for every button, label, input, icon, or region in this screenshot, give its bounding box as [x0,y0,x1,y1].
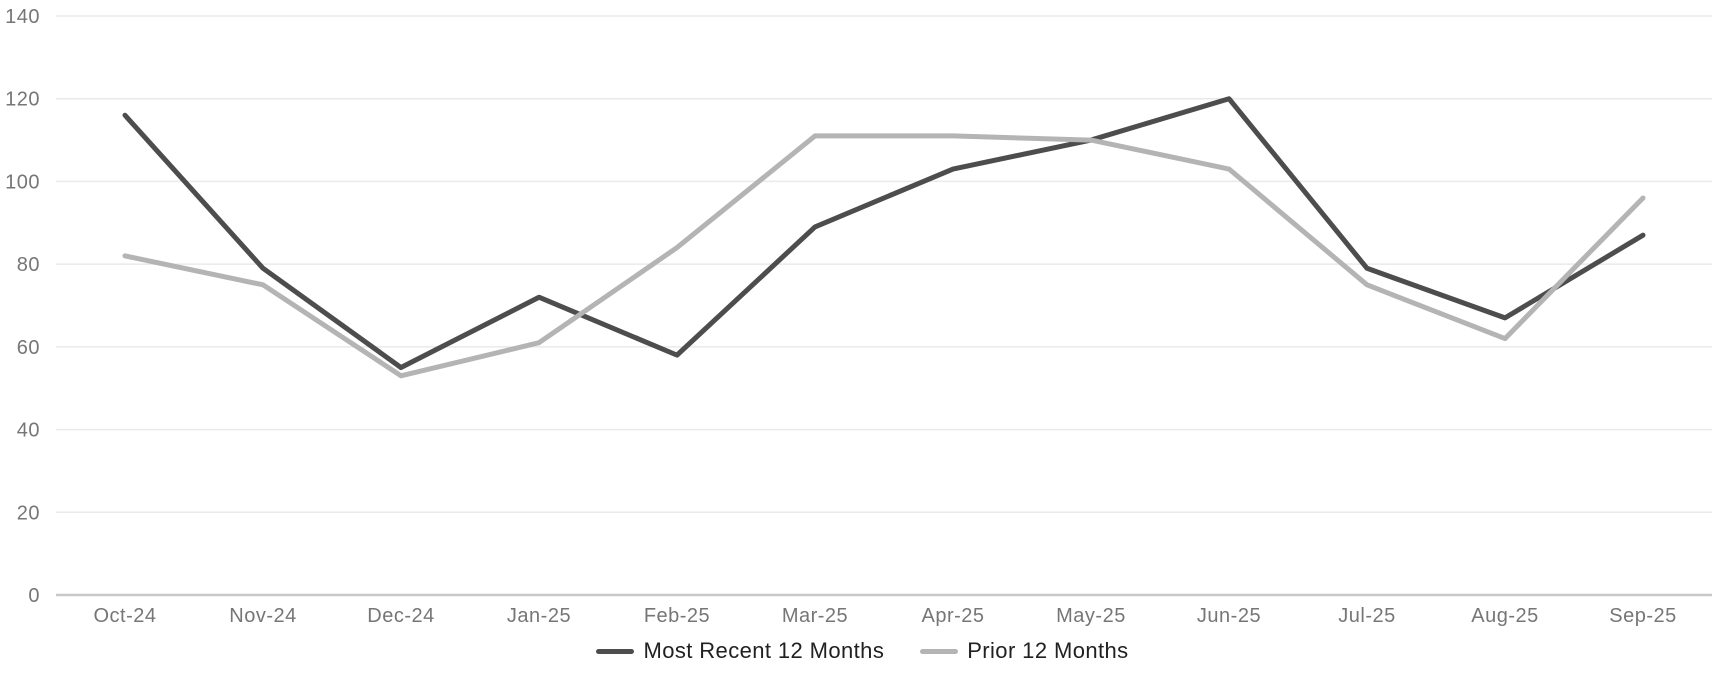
y-axis-tick-label: 0 [28,585,40,607]
series-line-prior-12-months [122,133,1646,379]
x-axis-tick-label: Mar-25 [782,605,848,627]
x-axis-tick-label: Jul-25 [1338,605,1395,627]
x-axis-tick-label: Aug-25 [1471,605,1539,627]
legend-label-most-recent: Most Recent 12 Months [643,638,885,663]
legend-line-swatch-prior [920,648,959,654]
x-axis-tick-label: Sep-25 [1609,605,1677,627]
legend-item-most-recent-12-months[interactable]: Most Recent 12 Months [596,638,884,664]
x-axis-tick-label: Jan-25 [507,605,571,627]
x-axis-tick-label: Jun-25 [1197,605,1261,627]
x-axis-tick-label: Nov-24 [229,605,296,627]
legend-item-prior-12-months[interactable]: Prior 12 Months [920,638,1128,664]
y-axis-tick-label: 100 [5,171,40,193]
x-axis-tick-label: May-25 [1056,605,1126,627]
x-axis-tick-label: Feb-25 [644,605,710,627]
x-axis-tick-label: Oct-24 [93,605,156,627]
y-axis-tick-label: 120 [5,89,40,111]
legend-label-prior: Prior 12 Months [967,638,1129,663]
y-axis-tick-label: 40 [17,420,40,442]
legend: Most Recent 12 Months Prior 12 Months [0,638,1725,664]
x-axis-tick-label: Apr-25 [921,605,984,627]
legend-line-swatch-most-recent [596,648,635,654]
y-axis-tick-label: 60 [17,337,40,359]
y-axis-tick-label: 140 [5,6,40,28]
y-axis-tick-label: 20 [17,502,40,524]
y-axis-tick-label: 80 [17,254,40,276]
series-line-most-recent-12-months [122,96,1646,371]
x-axis-tick-label: Dec-24 [367,605,434,627]
